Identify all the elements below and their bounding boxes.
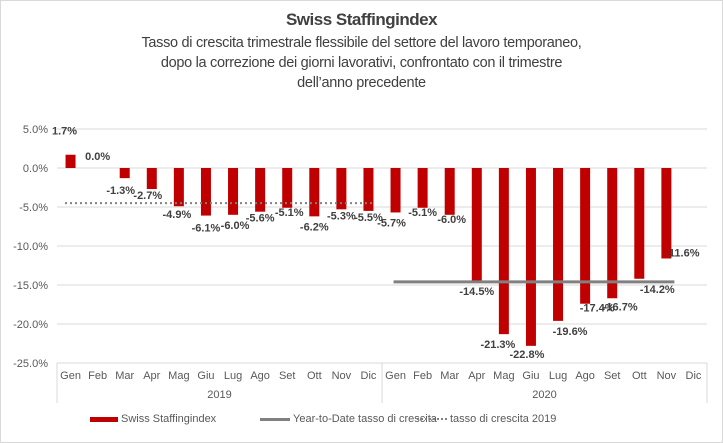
- x-tick-label: Giu: [522, 370, 539, 382]
- y-tick-label: -5.0%: [19, 202, 48, 214]
- x-tick-label: Apr: [468, 370, 485, 382]
- bar: [228, 168, 239, 215]
- bar: [200, 168, 211, 216]
- bar: [119, 168, 130, 179]
- legend-swatch-dotted: [417, 418, 447, 420]
- y-tick-label: 0.0%: [23, 163, 48, 175]
- y-tick-label: -10.0%: [13, 241, 48, 253]
- data-label: -5.7%: [377, 217, 406, 229]
- legend-item-staffingindex: Swiss Staffingindex: [90, 413, 216, 425]
- bar: [498, 168, 509, 335]
- data-label: -1.3%: [106, 185, 135, 197]
- bar: [282, 168, 293, 208]
- x-tick-label: Nov: [657, 370, 677, 382]
- data-label: -11.6%: [665, 247, 699, 259]
- data-label: 1.7%: [52, 126, 77, 138]
- x-tick-label: Lug: [549, 370, 567, 382]
- x-tick-label: Set: [604, 370, 621, 382]
- data-label: -5.1%: [275, 207, 304, 219]
- subtitle-line-3: dell’anno precedente: [297, 75, 426, 91]
- data-label: -22.8%: [510, 349, 545, 361]
- x-tick-label: Giu: [197, 370, 214, 382]
- chart-title: Swiss Staffingindex: [285, 10, 438, 29]
- data-label: -17.4%: [580, 303, 615, 315]
- x-tick-label: Dic: [686, 370, 702, 382]
- data-label: -5.5%: [354, 212, 383, 224]
- bar: [417, 168, 428, 208]
- x-group-label: 2019: [207, 389, 231, 401]
- bar: [255, 168, 266, 212]
- x-tick-label: Ott: [307, 370, 322, 382]
- x-tick-label: Apr: [143, 370, 160, 382]
- x-group-label: 2020: [532, 389, 556, 401]
- y-tick-label: -25.0%: [13, 358, 48, 370]
- x-tick-label: Gen: [385, 370, 406, 382]
- x-tick-label: Nov: [332, 370, 352, 382]
- bar: [173, 168, 184, 207]
- y-tick-label: -20.0%: [13, 319, 48, 331]
- data-label: -5.3%: [327, 210, 356, 222]
- data-label: -6.1%: [192, 223, 221, 235]
- bar: [309, 168, 320, 217]
- x-tick-label: Lug: [224, 370, 242, 382]
- x-tick-label: Feb: [88, 370, 107, 382]
- data-label: -4.9%: [163, 209, 192, 221]
- bar: [471, 168, 482, 282]
- x-tick-label: Mar: [440, 370, 459, 382]
- data-label: -6.0%: [437, 214, 466, 226]
- subtitle-line-1: Tasso di crescita trimestrale flessibile…: [141, 35, 582, 51]
- x-tick-label: Dic: [361, 370, 377, 382]
- legend-item-ytd: Year-to-Date tasso di crescita: [260, 413, 437, 425]
- data-label: -14.2%: [640, 284, 675, 296]
- data-label: -16.7%: [603, 301, 638, 313]
- legend-item-2019-rate: tasso di crescita 2019: [417, 413, 556, 425]
- legend-label: Year-to-Date tasso di crescita: [293, 413, 437, 425]
- legend-label: Swiss Staffingindex: [121, 413, 217, 425]
- bar: [363, 168, 374, 211]
- x-tick-label: Mag: [168, 370, 189, 382]
- x-tick-label: Set: [279, 370, 296, 382]
- y-tick-label: -15.0%: [13, 280, 48, 292]
- bar: [553, 168, 564, 321]
- x-tick-label: Ago: [575, 370, 595, 382]
- subtitle-line-2: dopo la correzione dei giorni lavorativi…: [160, 55, 563, 71]
- data-label: -6.0%: [221, 220, 250, 232]
- legend-label: tasso di crescita 2019: [450, 413, 557, 425]
- x-tick-label: Mar: [115, 370, 134, 382]
- data-label: -21.3%: [480, 339, 515, 351]
- bar: [634, 168, 645, 279]
- data-label: -14.5%: [459, 286, 494, 298]
- x-tick-label: Ago: [250, 370, 270, 382]
- data-label: 0.0%: [85, 151, 110, 163]
- x-tick-label: Mag: [493, 370, 514, 382]
- data-label: -5.6%: [246, 213, 275, 225]
- data-label: -2.7%: [133, 190, 162, 202]
- chart-subtitle: Tasso di crescita trimestrale flessibile…: [0, 33, 723, 93]
- bar: [336, 168, 347, 210]
- bar: [661, 168, 672, 259]
- x-tick-label: Feb: [413, 370, 432, 382]
- y-tick-label: 5.0%: [23, 124, 48, 136]
- bar: [65, 154, 76, 168]
- data-label: -5.1%: [408, 207, 437, 219]
- bar: [390, 168, 401, 213]
- legend-swatch-line: [260, 417, 290, 421]
- data-label: -19.6%: [553, 326, 588, 338]
- bar: [580, 168, 591, 304]
- bar: [607, 168, 618, 299]
- bar: [444, 168, 455, 215]
- bar: [525, 168, 536, 346]
- data-label: -6.2%: [300, 221, 329, 233]
- legend: Swiss Staffingindex Year-to-Date tasso d…: [0, 413, 723, 431]
- legend-swatch-bar: [90, 416, 118, 422]
- bar: [146, 168, 157, 190]
- x-tick-label: Ott: [632, 370, 647, 382]
- x-tick-label: Gen: [60, 370, 81, 382]
